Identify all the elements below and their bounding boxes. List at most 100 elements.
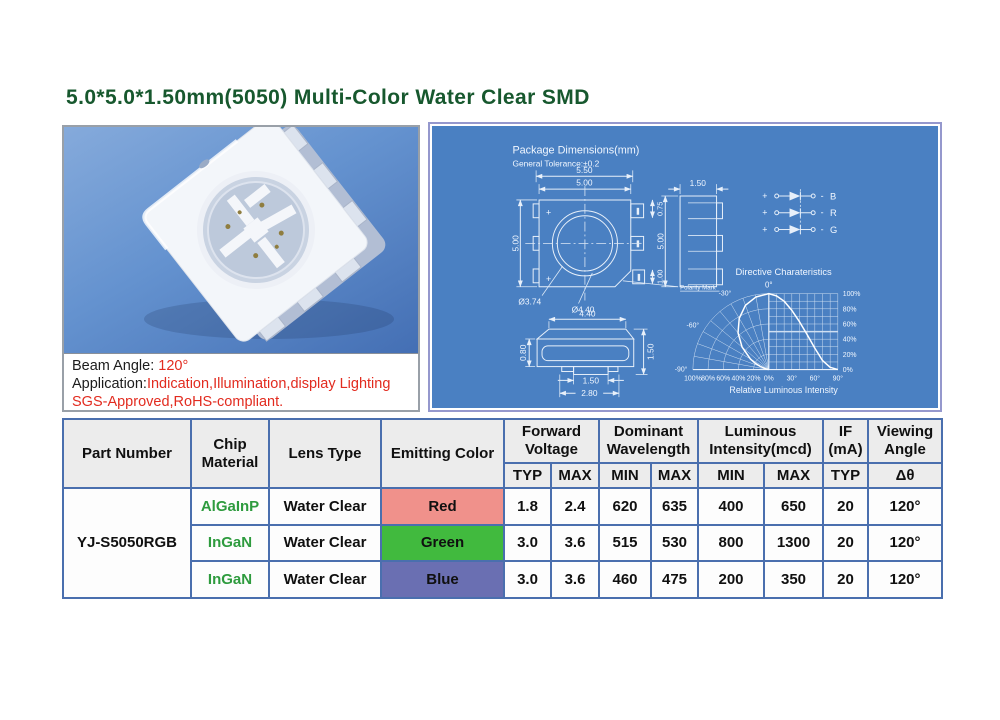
svg-text:100%: 100%	[684, 375, 702, 382]
if-typ-cell: 20	[822, 524, 870, 562]
plus-sign: +	[762, 224, 767, 234]
vf-typ-cell: 1.8	[503, 487, 552, 526]
lens-type-cell: Water Clear	[268, 524, 382, 562]
wl-max-cell: 530	[649, 524, 700, 562]
channel-label-r: R	[830, 208, 837, 218]
beam-angle-value: 120°	[158, 358, 189, 374]
circuit-schematic: + - B + - R	[762, 189, 837, 236]
application-label: Application:	[72, 376, 147, 392]
application-line: Application:Indication,Illumination,disp…	[72, 375, 410, 393]
sub-min: MIN	[697, 462, 766, 489]
minus-sign: -	[821, 224, 824, 234]
table-row-green: InGaN Water Clear Green 3.0 3.6 515 530 …	[63, 524, 944, 562]
product-photo	[64, 127, 418, 353]
plus-sign: +	[762, 208, 767, 218]
header-sub-row: TYP MAX MIN MAX MIN MAX TYP Δθ	[63, 462, 944, 489]
vf-max-cell: 3.6	[550, 524, 600, 562]
svg-text:20%: 20%	[747, 375, 761, 382]
sub-delta-theta: Δθ	[867, 462, 944, 489]
diagram-tolerance: General Tolerance:±0.2	[512, 158, 599, 168]
emitting-color-cell: Blue	[380, 560, 505, 599]
svg-text:-30°: -30°	[719, 290, 732, 298]
sub-max: MAX	[763, 462, 825, 489]
vf-max-cell: 3.6	[550, 560, 600, 599]
iv-min-cell: 400	[697, 487, 766, 526]
diagram-title: Package Dimensions(mm)	[512, 145, 639, 157]
svg-text:80%: 80%	[843, 306, 857, 313]
dim-corner-pad: 1.00	[655, 270, 664, 284]
dim-lens-inner: Ø3.74	[518, 296, 541, 306]
svg-text:20%: 20%	[843, 352, 857, 359]
plus-mark-top: +	[546, 208, 551, 218]
photo-caption: Beam Angle: 120° Application:Indication,…	[64, 353, 418, 410]
lens-type-cell: Water Clear	[268, 487, 382, 526]
plus-sign: +	[762, 191, 767, 201]
chip-material-cell: InGaN	[190, 560, 270, 599]
svg-text:90°: 90°	[833, 374, 844, 382]
dim-lens-outer: Ø4.40	[572, 304, 595, 314]
svg-text:100%: 100%	[843, 291, 861, 298]
vf-typ-cell: 3.0	[503, 524, 552, 562]
table-row-blue: InGaN Water Clear Blue 3.0 3.6 460 475 2…	[63, 560, 944, 599]
viewing-angle-cell: 120°	[867, 487, 944, 526]
iv-max-cell: 650	[763, 487, 825, 526]
svg-text:40%: 40%	[843, 337, 857, 344]
chip-material-cell: AlGaInP	[190, 487, 270, 526]
emitting-color-cell: Green	[380, 524, 505, 562]
page-title: 5.0*5.0*1.50mm(5050) Multi-Color Water C…	[66, 86, 590, 109]
package-dimensions-drawing: Package Dimensions(mm) General Tolerance…	[510, 145, 861, 399]
circuit-row-g: + - G	[762, 224, 837, 234]
wl-max-cell: 635	[649, 487, 700, 526]
col-chip-material: Chip Material	[190, 418, 270, 489]
sub-typ: TYP	[503, 462, 552, 489]
beam-angle-line: Beam Angle: 120°	[72, 357, 410, 375]
circuit-row-b: + - B	[762, 191, 836, 201]
col-dominant-wavelength: Dominant Wavelength	[597, 418, 700, 464]
channel-label-g: G	[830, 225, 837, 235]
svg-text:40%: 40%	[732, 375, 746, 382]
viewing-angle-cell: 120°	[867, 560, 944, 599]
side-dim-height: 5.00	[655, 233, 665, 250]
iv-min-cell: 800	[697, 524, 766, 562]
front-dim-pad-span: 2.80	[581, 388, 598, 398]
compliance-line: SGS-Approved,RoHS-compliant.	[72, 394, 284, 410]
dim-height: 5.00	[510, 235, 520, 252]
channel-label-b: B	[830, 191, 836, 201]
blueprint-area: Package Dimensions(mm) General Tolerance…	[432, 126, 938, 408]
header-group-row: Part Number Chip Material Lens Type Emit…	[62, 418, 944, 489]
svg-text:0%: 0%	[764, 375, 774, 382]
vf-max-cell: 2.4	[550, 487, 600, 526]
chip-material-cell: InGaN	[190, 524, 270, 562]
col-luminous-intensity: Luminous Intensity(mcd)	[697, 418, 825, 464]
beam-angle-label: Beam Angle:	[72, 358, 159, 374]
svg-text:-60°: -60°	[686, 322, 699, 330]
wl-max-cell: 475	[649, 560, 700, 599]
if-typ-cell: 20	[822, 560, 870, 599]
svg-text:0%: 0%	[843, 367, 853, 374]
led-photo-illustration	[142, 127, 394, 342]
svg-text:Relative Luminous Intensity: Relative Luminous Intensity	[729, 385, 838, 395]
side-dim-width: 1.50	[690, 178, 707, 188]
svg-text:0°: 0°	[765, 281, 773, 290]
sub-max: MAX	[649, 462, 700, 489]
wl-min-cell: 515	[598, 524, 652, 562]
spec-table: Part Number Chip Material Lens Type Emit…	[62, 418, 944, 599]
col-forward-voltage: Forward Voltage	[503, 418, 600, 464]
iv-max-cell: 350	[763, 560, 825, 599]
lens-type-cell: Water Clear	[268, 560, 382, 599]
svg-text:30°: 30°	[787, 374, 798, 382]
plus-mark-bottom: +	[546, 274, 551, 284]
wl-min-cell: 620	[598, 487, 652, 526]
table-row-red: YJ-S5050RGB AlGaInP Water Clear Red 1.8 …	[62, 487, 944, 599]
wl-min-cell: 460	[598, 560, 652, 599]
emitting-color-cell: Red	[380, 487, 505, 526]
front-dim-top-width: 4.40	[579, 308, 596, 318]
col-viewing-angle: Viewing Angle	[867, 418, 944, 464]
circuit-row-r: + - R	[762, 208, 837, 218]
viewing-angle-cell: 120°	[867, 524, 944, 562]
col-lens-type: Lens Type	[268, 418, 382, 489]
directive-characteristics-chart: Directive Charateristics0°100%80%60%40%2…	[675, 267, 861, 395]
svg-text:60°: 60°	[810, 374, 821, 382]
sub-min: MIN	[598, 462, 652, 489]
